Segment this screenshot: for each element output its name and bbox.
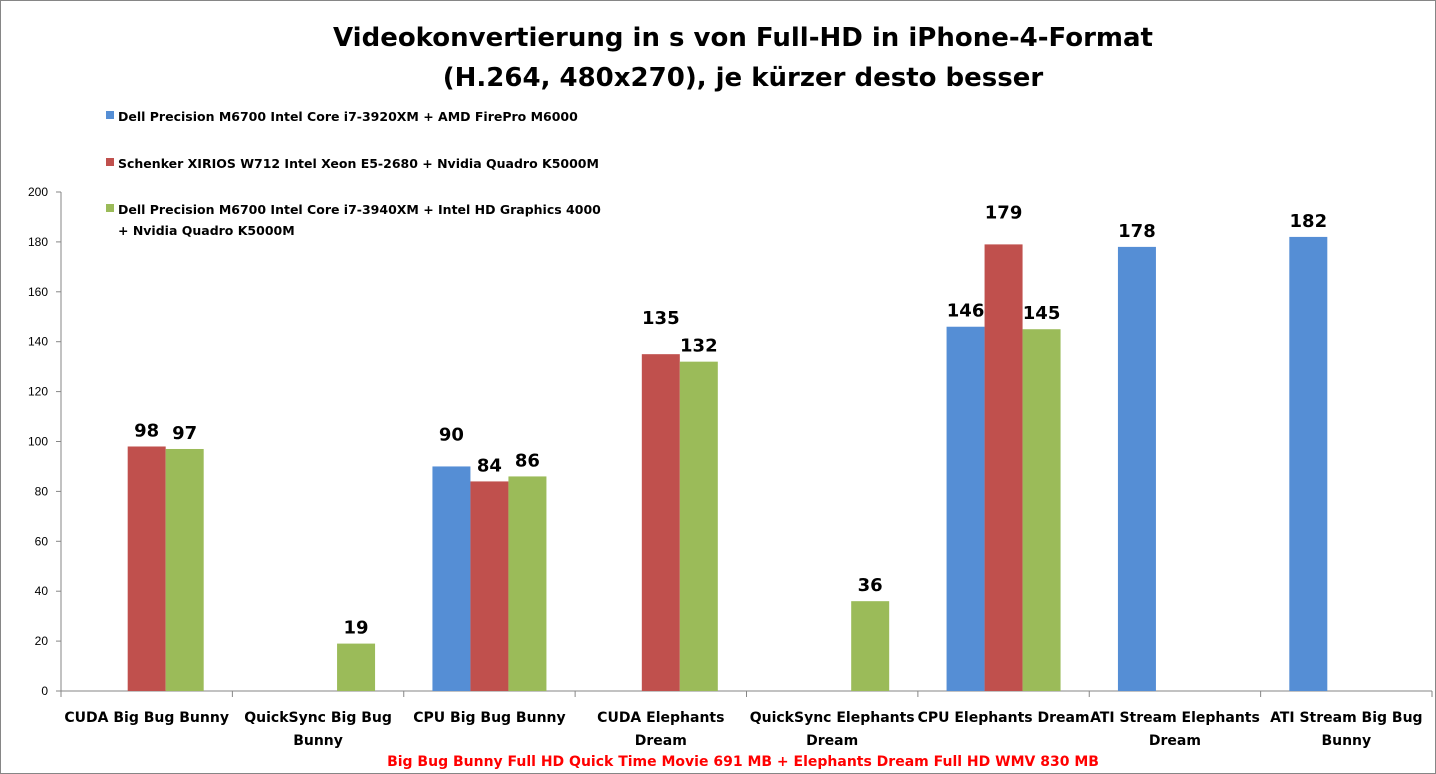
bar — [165, 448, 204, 691]
x-tick-label: Bunny — [293, 733, 343, 749]
data-label: 98 — [134, 420, 159, 441]
bar — [1117, 246, 1156, 691]
bar — [1289, 236, 1328, 691]
legend-swatch — [106, 204, 114, 212]
data-label: 132 — [680, 336, 718, 357]
legend-entry-label: Schenker XIRIOS W712 Intel Xeon E5-2680 … — [118, 156, 599, 171]
y-tick-label: 80 — [35, 484, 49, 498]
data-label: 135 — [642, 308, 680, 329]
x-tick-label: QuickSync Elephants — [750, 710, 915, 726]
legend-entry-label: + Nvidia Quadro K5000M — [118, 223, 295, 238]
bar — [946, 326, 985, 691]
x-tick-label: ATI Stream Elephants — [1090, 710, 1260, 726]
data-label: 86 — [515, 450, 540, 471]
legend-entry-label: Dell Precision M6700 Intel Core i7-3940X… — [118, 202, 601, 217]
x-tick-label: CPU Big Bug Bunny — [413, 710, 565, 726]
data-label: 179 — [985, 202, 1023, 223]
legend-swatch — [106, 158, 114, 166]
data-label: 145 — [1023, 303, 1061, 324]
x-tick-label: Dream — [806, 733, 858, 749]
y-tick-label: 120 — [28, 385, 48, 399]
data-label: 84 — [477, 455, 502, 476]
data-label: 178 — [1118, 221, 1156, 242]
chart-subtitle: (H.264, 480x270), je kürzer desto besser — [443, 63, 1044, 93]
y-tick-label: 60 — [35, 534, 49, 548]
legend-swatch — [106, 111, 114, 119]
y-tick-label: 100 — [28, 435, 48, 449]
bar — [432, 466, 471, 691]
bar — [337, 643, 376, 691]
bar — [470, 481, 509, 691]
x-tick-label: CPU Elephants Dream — [918, 710, 1090, 726]
chart-title: Videokonvertierung in s von Full-HD in i… — [333, 23, 1153, 53]
y-tick-label: 40 — [35, 584, 49, 598]
bar — [1022, 329, 1061, 691]
bar — [851, 601, 890, 691]
data-label: 36 — [858, 575, 883, 596]
data-label: 90 — [439, 424, 464, 445]
y-tick-label: 180 — [28, 235, 48, 249]
data-label: 97 — [172, 423, 197, 444]
bar — [679, 361, 718, 691]
legend-entry-label: Dell Precision M6700 Intel Core i7-3920X… — [118, 109, 578, 124]
bar — [508, 476, 547, 691]
data-label: 182 — [1290, 211, 1328, 232]
y-tick-label: 0 — [41, 684, 48, 698]
x-tick-label: Bunny — [1321, 733, 1371, 749]
plot-area: 0 20 40 60 80 100 120 140 160 180 200 CUDA Big Bug … — [28, 109, 1433, 749]
x-tick-label: Dream — [635, 733, 687, 749]
data-label: 19 — [344, 618, 369, 639]
x-tick-label: ATI Stream Big Bug — [1270, 710, 1423, 726]
data-label: 146 — [947, 301, 985, 322]
y-tick-label: 140 — [28, 335, 48, 349]
y-tick-label: 160 — [28, 285, 48, 299]
y-tick-label: 200 — [28, 185, 48, 199]
x-tick-label: CUDA Big Bug Bunny — [64, 710, 229, 726]
bar — [984, 244, 1023, 691]
bar — [641, 354, 680, 691]
y-tick-label: 20 — [35, 634, 49, 648]
x-tick-label: Dream — [1149, 733, 1201, 749]
bar — [127, 446, 166, 691]
x-axis-label: Big Bug Bunny Full HD Quick Time Movie 6… — [387, 754, 1099, 770]
x-tick-label: CUDA Elephants — [597, 710, 724, 726]
x-tick-label: QuickSync Big Bug — [244, 710, 392, 726]
